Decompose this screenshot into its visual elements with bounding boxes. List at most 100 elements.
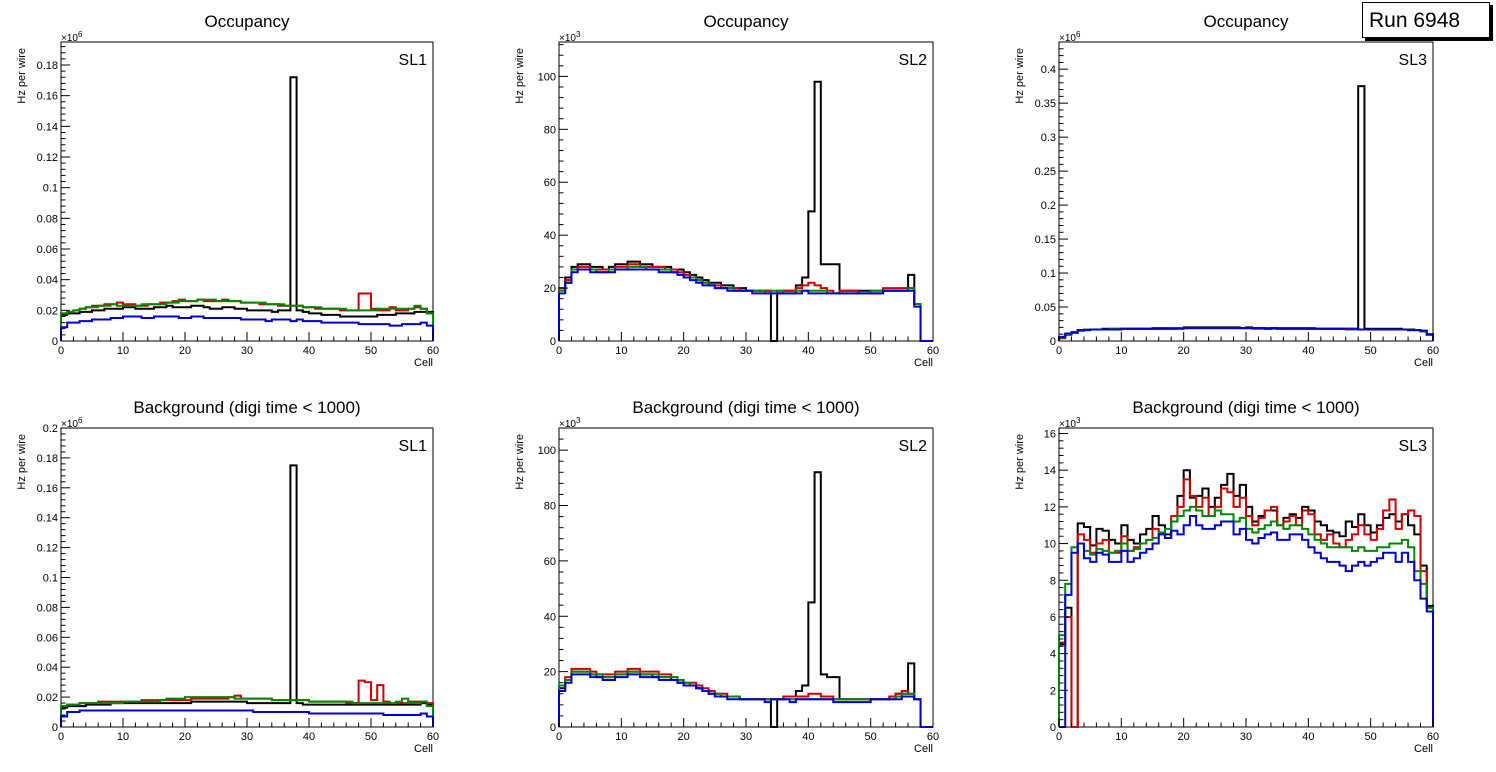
y-axis-label: Hz per wire xyxy=(1014,48,1026,104)
x-tick-label: 30 xyxy=(1240,345,1252,357)
y-tick-label: 0 xyxy=(1050,722,1056,734)
y-tick-label: 80 xyxy=(544,124,556,136)
x-tick-label: 0 xyxy=(556,731,562,743)
x-tick-label: 50 xyxy=(365,731,377,743)
x-tick-label: 10 xyxy=(1115,731,1127,743)
y-tick-label: 0.3 xyxy=(1041,132,1056,144)
x-tick-label: 0 xyxy=(1056,345,1062,357)
y-axis-label: Hz per wire xyxy=(1014,434,1026,490)
y-tick-label: 80 xyxy=(544,501,556,513)
y-axis-exponent: ×103 xyxy=(1059,416,1081,430)
y-tick-label: 0.08 xyxy=(37,602,58,614)
x-tick-label: 10 xyxy=(117,731,129,743)
series-red xyxy=(558,263,933,342)
chart-title: Occupancy xyxy=(1203,12,1289,31)
histogram-panel-3: Occupancy 0 10 20 30 40 50 60 0 0.05 0.1 0.15 0.2 0.2… xyxy=(1014,12,1439,369)
x-tick-label: 60 xyxy=(427,731,439,743)
y-tick-label: 0.08 xyxy=(37,213,58,225)
y-tick-label: 0.04 xyxy=(37,275,58,287)
x-tick-label: 20 xyxy=(179,731,191,743)
panel-label: SL1 xyxy=(399,52,428,69)
series-blue xyxy=(60,709,434,727)
series-blue xyxy=(60,315,434,341)
y-tick-label: 60 xyxy=(544,556,556,568)
y-tick-label: 4 xyxy=(1050,649,1056,661)
y-tick-label: 60 xyxy=(544,177,556,189)
x-tick-label: 40 xyxy=(303,345,315,357)
y-tick-label: 0.05 xyxy=(1035,302,1056,314)
x-tick-label: 40 xyxy=(303,731,315,743)
x-tick-label: 10 xyxy=(1115,345,1127,357)
x-tick-label: 0 xyxy=(556,345,562,357)
x-tick-label: 40 xyxy=(802,345,814,357)
y-tick-label: 10 xyxy=(1044,539,1056,551)
x-tick-label: 50 xyxy=(1365,345,1377,357)
y-tick-label: 0.1 xyxy=(43,573,58,585)
y-tick-label: 0.1 xyxy=(1041,268,1056,280)
series-red xyxy=(1058,478,1434,728)
x-tick-label: 0 xyxy=(58,345,64,357)
panel-label: SL3 xyxy=(1399,52,1428,69)
y-axis-exponent: ×106 xyxy=(61,416,83,430)
x-axis-label: Cell xyxy=(914,743,933,755)
x-tick-label: 60 xyxy=(927,731,939,743)
y-tick-label: 0.12 xyxy=(37,152,58,164)
plot-frame xyxy=(60,427,434,728)
y-tick-label: 0 xyxy=(550,336,556,348)
y-tick-label: 0.18 xyxy=(37,60,58,72)
y-axis-exponent: ×103 xyxy=(559,416,581,430)
x-tick-label: 50 xyxy=(865,345,877,357)
x-tick-label: 20 xyxy=(678,345,690,357)
y-tick-label: 0 xyxy=(1050,336,1056,348)
y-tick-label: 0.15 xyxy=(1035,234,1056,246)
y-tick-label: 14 xyxy=(1044,465,1056,477)
x-tick-label: 20 xyxy=(179,345,191,357)
histogram-panel-1: Occupancy 0 10 20 30 40 50 60 0 0.02 0.04 0.06 0.08 0… xyxy=(16,12,439,369)
x-tick-label: 30 xyxy=(241,731,253,743)
series-green xyxy=(60,298,434,341)
x-tick-label: 50 xyxy=(865,731,877,743)
y-tick-label: 100 xyxy=(538,71,556,83)
y-tick-label: 12 xyxy=(1044,502,1056,514)
x-axis-label: Cell xyxy=(1414,357,1433,369)
series-blue xyxy=(1059,515,1434,728)
y-tick-label: 0.02 xyxy=(37,305,58,317)
y-tick-label: 100 xyxy=(538,445,556,457)
chart-title: Background (digi time < 1000) xyxy=(133,398,360,417)
x-tick-label: 50 xyxy=(365,345,377,357)
y-tick-label: 0.35 xyxy=(1035,98,1056,110)
x-tick-label: 40 xyxy=(802,731,814,743)
y-tick-label: 0.25 xyxy=(1035,166,1056,178)
x-tick-label: 60 xyxy=(427,345,439,357)
y-axis-label: Hz per wire xyxy=(16,48,28,104)
y-tick-label: 0.2 xyxy=(43,423,58,435)
x-axis-label: Cell xyxy=(1414,743,1433,755)
y-tick-label: 0.16 xyxy=(37,91,58,103)
panel-label: SL1 xyxy=(399,438,428,455)
chart-title: Occupancy xyxy=(703,12,789,31)
y-tick-label: 0 xyxy=(52,336,58,348)
histogram-panel-2: Occupancy 0 10 20 30 40 50 60 0 20 40 60 80 100 ×103 Ce… xyxy=(514,12,939,369)
x-tick-label: 60 xyxy=(927,345,939,357)
series-green xyxy=(558,265,933,342)
x-tick-label: 10 xyxy=(615,345,627,357)
x-tick-label: 20 xyxy=(1178,345,1190,357)
y-axis-label: Hz per wire xyxy=(514,48,526,104)
x-tick-label: 40 xyxy=(1302,731,1314,743)
histogram-panel-6: Background (digi time < 1000)0 10 20 30 40 50… xyxy=(1014,398,1439,755)
plot-frame xyxy=(1058,41,1434,342)
series-blue xyxy=(558,268,933,342)
run-label: Run 6948 xyxy=(1362,2,1490,38)
x-tick-label: 0 xyxy=(1056,731,1062,743)
x-tick-label: 30 xyxy=(740,345,752,357)
plot-frame xyxy=(558,41,934,342)
histogram-panel-5: Background (digi time < 1000) 0 10 20 30 40 50… xyxy=(514,398,939,755)
y-tick-label: 0.06 xyxy=(37,244,58,256)
y-tick-label: 2 xyxy=(1050,685,1056,697)
series-blue xyxy=(1058,327,1434,341)
y-tick-label: 0.18 xyxy=(37,453,58,465)
panel-label: SL2 xyxy=(899,52,928,69)
series-black xyxy=(1058,85,1434,341)
series-black xyxy=(60,76,434,341)
x-tick-label: 30 xyxy=(241,345,253,357)
